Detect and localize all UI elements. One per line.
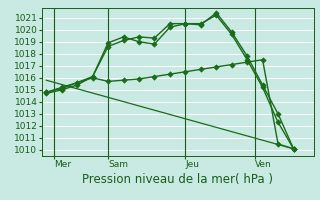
X-axis label: Pression niveau de la mer( hPa ): Pression niveau de la mer( hPa ) [82, 173, 273, 186]
